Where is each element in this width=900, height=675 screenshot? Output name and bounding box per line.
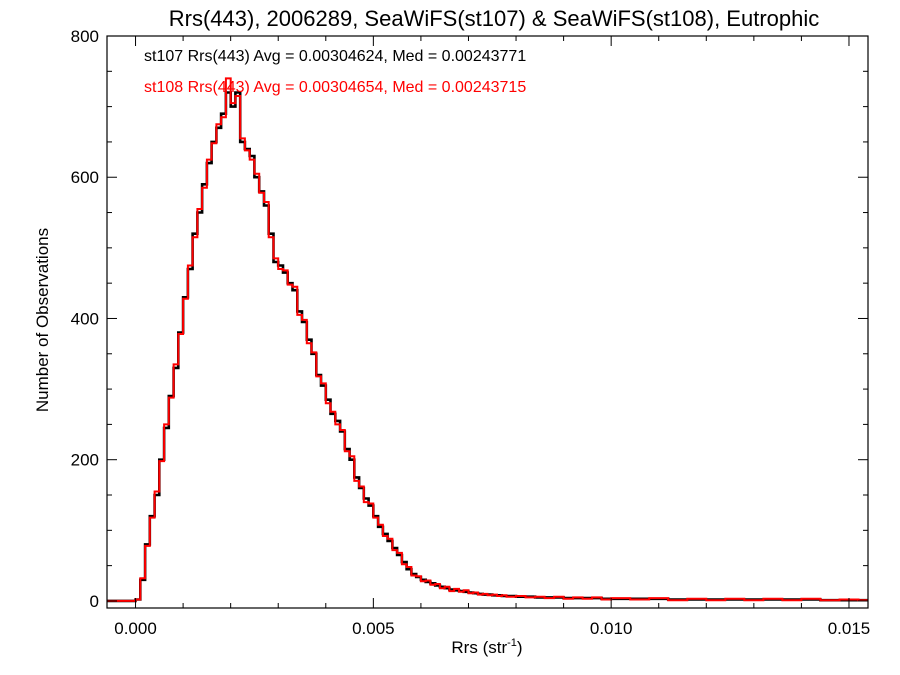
- y-tick-label: 800: [71, 27, 99, 46]
- x-axis-label: Rrs (str-1): [451, 637, 522, 657]
- y-tick-label: 200: [71, 451, 99, 470]
- x-axis-label-base: Rrs (str: [451, 638, 507, 657]
- x-tick-label: 0.000: [114, 619, 157, 638]
- x-tick-label: 0.015: [828, 619, 871, 638]
- series-layer: [107, 77, 868, 603]
- tick-layer: 0.000 0.005 0.010 0.015 0 200 400 600 800: [71, 27, 871, 638]
- series-line-1: [107, 77, 868, 602]
- series-line-0: [107, 91, 868, 603]
- y-axis-label: Number of Observations: [33, 228, 52, 412]
- chart-title: Rrs(443), 2006289, SeaWiFS(st107) & SeaW…: [169, 6, 820, 31]
- axes-layer: [106, 35, 869, 609]
- x-axis-label-sup: -1: [507, 637, 517, 649]
- y-tick-label: 600: [71, 168, 99, 187]
- plot-frame: [106, 35, 869, 609]
- x-tick-label: 0.005: [352, 619, 395, 638]
- x-axis-label-tail: ): [517, 638, 523, 657]
- annotation-st108: st108 Rrs(443) Avg = 0.00304654, Med = 0…: [144, 79, 526, 96]
- y-tick-label: 400: [71, 309, 99, 328]
- annotation-st107: st107 Rrs(443) Avg = 0.00304624, Med = 0…: [144, 48, 526, 65]
- y-tick-label: 0: [90, 592, 99, 611]
- x-tick-label: 0.010: [590, 619, 633, 638]
